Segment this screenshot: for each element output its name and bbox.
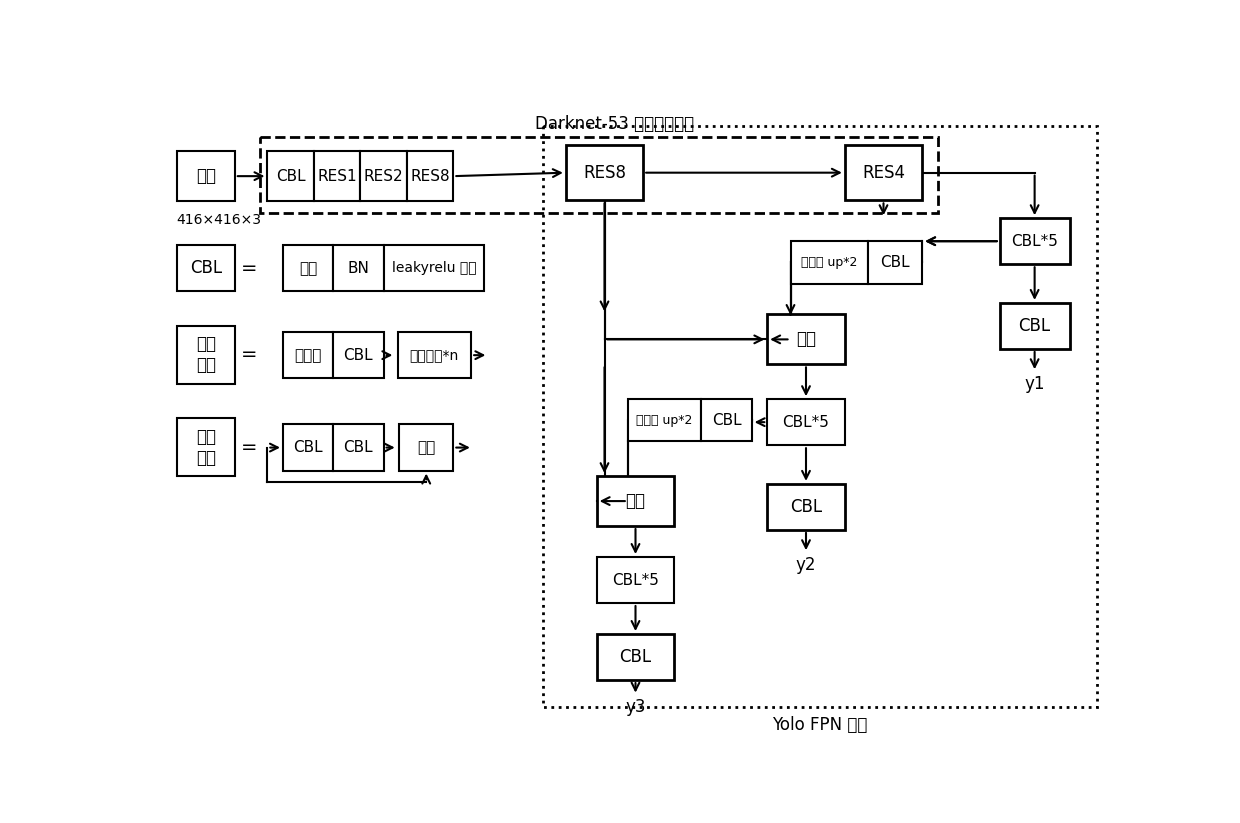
Text: CBL: CBL	[880, 255, 910, 270]
Text: y3: y3	[625, 698, 646, 716]
Bar	[383, 245, 485, 291]
Text: 拼接: 拼接	[625, 492, 646, 510]
Bar	[768, 484, 844, 530]
Text: 求和: 求和	[417, 440, 435, 455]
Text: 上采样 up*2: 上采样 up*2	[801, 256, 857, 269]
Text: 上采样 up*2: 上采样 up*2	[636, 414, 693, 427]
Bar	[791, 241, 868, 284]
Text: =: =	[241, 346, 257, 365]
Bar	[361, 151, 407, 201]
Bar	[407, 151, 454, 201]
Bar	[565, 145, 644, 200]
Bar	[999, 303, 1069, 349]
Bar	[334, 245, 383, 291]
Text: CBL*5: CBL*5	[1011, 234, 1058, 249]
Text: RES8: RES8	[583, 164, 626, 182]
Bar	[268, 151, 314, 201]
Text: CBL: CBL	[293, 440, 322, 455]
Text: CBL: CBL	[343, 440, 373, 455]
Bar	[596, 557, 675, 603]
Text: 残差单元*n: 残差单元*n	[409, 348, 459, 362]
Text: CBL: CBL	[190, 259, 222, 277]
Text: Darknet-53 不含全连接层: Darknet-53 不含全连接层	[534, 115, 693, 133]
Text: 残差
单元: 残差 单元	[196, 428, 216, 467]
Bar	[868, 241, 923, 284]
Bar	[627, 399, 702, 441]
Bar	[176, 326, 234, 384]
Text: =: =	[241, 258, 257, 277]
Text: =: =	[241, 438, 257, 457]
Bar	[334, 425, 383, 471]
Text: 残差
网络: 残差 网络	[196, 336, 216, 374]
Text: CBL*5: CBL*5	[782, 415, 830, 430]
Text: BN: BN	[347, 261, 370, 276]
Bar	[334, 332, 383, 379]
Text: CBL: CBL	[712, 413, 742, 428]
Bar	[768, 314, 844, 365]
Bar	[702, 399, 751, 441]
Bar	[768, 399, 844, 445]
Text: 零填充: 零填充	[294, 347, 321, 363]
Text: RES8: RES8	[410, 169, 450, 184]
Text: 图像: 图像	[196, 167, 216, 185]
Bar	[844, 145, 923, 200]
Text: CBL*5: CBL*5	[613, 573, 658, 588]
Bar	[399, 425, 454, 471]
Text: CBL: CBL	[343, 347, 373, 363]
Text: RES2: RES2	[363, 169, 403, 184]
Text: CBL: CBL	[620, 648, 651, 666]
Text: 卷积: 卷积	[299, 261, 317, 276]
Bar	[398, 332, 471, 379]
Text: y1: y1	[1024, 374, 1045, 393]
Bar	[543, 126, 1096, 707]
Bar	[283, 425, 334, 471]
Text: Yolo FPN 结构: Yolo FPN 结构	[771, 716, 867, 734]
Bar	[259, 137, 937, 212]
Bar	[283, 245, 334, 291]
Bar	[176, 245, 234, 291]
Bar	[283, 332, 334, 379]
Bar	[314, 151, 361, 201]
Text: CBL: CBL	[275, 169, 305, 184]
Text: CBL: CBL	[1018, 317, 1050, 335]
Text: 416×416×3: 416×416×3	[176, 212, 262, 226]
Bar	[176, 418, 234, 476]
Text: y2: y2	[796, 556, 816, 574]
Text: CBL: CBL	[790, 498, 822, 516]
Bar	[176, 151, 234, 201]
Text: 拼接: 拼接	[796, 330, 816, 348]
Bar	[596, 476, 675, 526]
Text: RES1: RES1	[317, 169, 357, 184]
Text: leakyrelu 函数: leakyrelu 函数	[392, 261, 476, 275]
Text: RES4: RES4	[862, 164, 905, 182]
Bar	[999, 218, 1069, 264]
Bar	[596, 634, 675, 680]
